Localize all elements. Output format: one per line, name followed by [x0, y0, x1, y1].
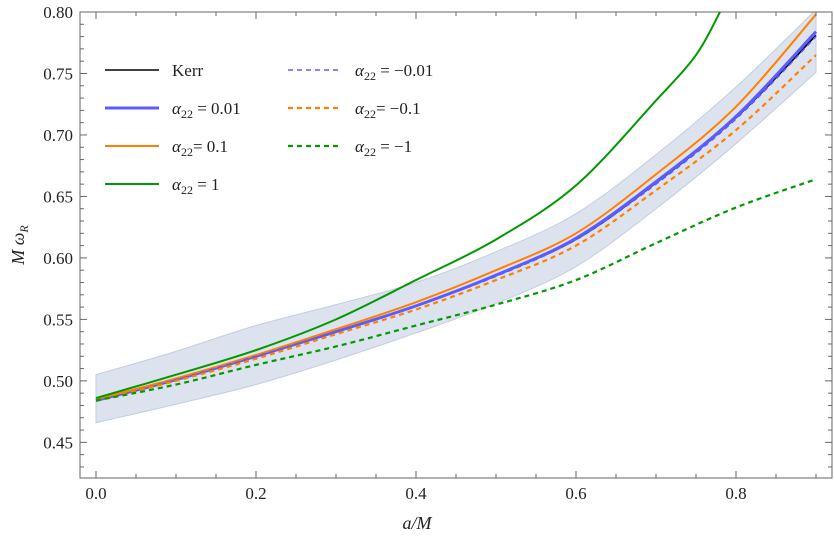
- legend-subscript: 22: [181, 183, 193, 197]
- legend-subscript: 22: [181, 107, 193, 121]
- legend-value: = 1: [193, 175, 220, 194]
- y-tick-label: 0.70: [43, 126, 73, 145]
- x-tick-label: 0.0: [85, 484, 106, 503]
- y-tick-label: 0.45: [43, 433, 73, 452]
- x-tick-label: 0.6: [565, 484, 586, 503]
- legend-symbol: α: [355, 137, 365, 156]
- legend-entry: α22 = −1: [288, 137, 412, 159]
- legend-label: α22 = −1: [355, 137, 412, 159]
- legend-entry: α22= −0.1: [288, 99, 421, 121]
- legend-label: α22 = 0.01: [172, 99, 241, 121]
- legend-entry: α22= 0.1: [105, 137, 228, 159]
- legend-label: Kerr: [172, 61, 203, 80]
- series-line-2: [95, 13, 817, 401]
- y-axis-label-sub: R: [17, 225, 31, 234]
- tick-layer: 0.0 0.2 0.4 0.6 0.8 0.45 0.50 0.55 0.60 0.65 0.70 0…: [43, 3, 832, 503]
- y-axis-label-main: M ω: [8, 233, 28, 266]
- legend-label: α22= 0.1: [172, 137, 228, 159]
- legend-value: = −1: [376, 137, 412, 156]
- series-line-3: [95, 12, 721, 400]
- y-tick-label: 0.50: [43, 372, 73, 391]
- legend-value: = 0.1: [193, 137, 228, 156]
- x-tick-label: 0.8: [725, 484, 746, 503]
- series-line-5: [95, 54, 817, 402]
- legend-subscript: 22: [364, 69, 376, 83]
- legend-symbol: α: [355, 99, 365, 118]
- legend-value: = −0.1: [376, 99, 421, 118]
- legend-value: = −0.01: [376, 61, 433, 80]
- legend-subscript: 22: [181, 145, 193, 159]
- legend-label: α22 = 1: [172, 175, 220, 197]
- legend-subscript: 22: [364, 145, 376, 159]
- uncertainty-band: [95, 12, 817, 424]
- band-layer: [95, 12, 817, 424]
- y-tick-label: 0.75: [43, 64, 73, 83]
- x-tick-label: 0.4: [405, 484, 427, 503]
- legend-label: α22= −0.1: [355, 99, 421, 121]
- y-tick-label: 0.55: [43, 310, 73, 329]
- legend-symbol: α: [172, 175, 182, 194]
- legend-symbol: α: [172, 137, 182, 156]
- legend-entry: α22 = 0.01: [105, 99, 241, 121]
- series-line-6: [95, 178, 817, 402]
- legend-symbol: α: [172, 99, 182, 118]
- legend-subscript: 22: [364, 107, 376, 121]
- legend-entry: α22 = −0.01: [288, 61, 433, 83]
- legend-value: = 0.01: [193, 99, 241, 118]
- x-tick-label: 0.2: [245, 484, 266, 503]
- legend-entry: α22 = 1: [105, 175, 220, 197]
- plot-frame: [79, 11, 833, 479]
- series-layer: [95, 12, 818, 402]
- series-line-4: [95, 36, 817, 402]
- x-axis-label: a/M: [403, 513, 433, 533]
- legend-label: α22 = −0.01: [355, 61, 433, 83]
- y-tick-label: 0.65: [43, 187, 73, 206]
- legend-entry: Kerr: [105, 61, 203, 80]
- y-tick-label: 0.80: [43, 3, 73, 22]
- y-tick-label: 0.60: [43, 249, 73, 268]
- y-axis-label: M ωR: [8, 225, 31, 266]
- legend-symbol: α: [355, 61, 365, 80]
